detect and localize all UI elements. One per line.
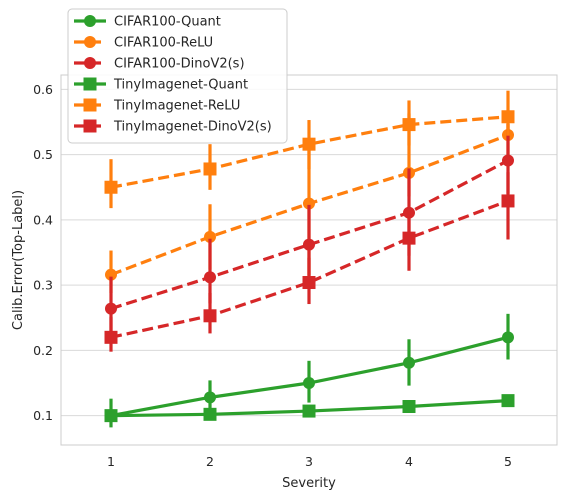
data-point xyxy=(203,407,217,421)
y-tick-label: 0.5 xyxy=(33,147,53,162)
legend-item: TinyImagenet-ReLU xyxy=(74,98,240,114)
y-axis-ticks: 0.1 0.2 0.3 0.4 0.5 0.6 xyxy=(33,82,53,423)
data-point xyxy=(104,180,118,194)
legend: CIFAR100-Quant CIFAR100-ReLU CIFAR100-Dino… xyxy=(67,8,288,144)
legend-marker xyxy=(84,15,96,27)
data-point xyxy=(105,268,117,281)
y-tick-label: 0.6 xyxy=(33,82,53,97)
legend-item: CIFAR100-DinoV2(s) xyxy=(74,57,245,72)
data-point xyxy=(203,162,217,176)
data-point xyxy=(204,391,216,404)
legend-label: TinyImagenet-Quant xyxy=(113,78,248,93)
legend-marker xyxy=(83,119,97,133)
data-point xyxy=(204,271,216,284)
legend-box xyxy=(67,8,288,144)
legend-marker xyxy=(84,57,96,69)
y-tick-label: 0.1 xyxy=(33,408,53,423)
series-line xyxy=(110,199,509,339)
legend-label: CIFAR100-DinoV2(s) xyxy=(114,57,245,72)
data-point xyxy=(105,302,117,315)
data-point xyxy=(303,238,315,251)
x-tick-label: 1 xyxy=(107,454,115,469)
series-layer xyxy=(104,90,515,428)
y-axis-label: Calib.Error(Top-Label) xyxy=(11,190,26,330)
data-point xyxy=(501,394,515,408)
legend-marker xyxy=(83,77,97,91)
y-tick-label: 0.4 xyxy=(33,212,53,227)
x-tick-label: 2 xyxy=(206,454,214,469)
y-tick-label: 0.3 xyxy=(33,278,53,293)
x-axis-ticks: 1 2 3 4 5 xyxy=(107,454,512,469)
data-point xyxy=(104,330,118,344)
data-point xyxy=(302,137,316,151)
data-point xyxy=(502,154,514,167)
data-point xyxy=(203,309,217,323)
data-point xyxy=(402,118,416,132)
data-point xyxy=(402,399,416,413)
data-point xyxy=(402,231,416,245)
series-3 xyxy=(104,394,515,423)
legend-marker xyxy=(84,36,96,48)
data-point xyxy=(302,276,316,290)
legend-label: TinyImagenet-ReLU xyxy=(113,99,240,114)
data-point xyxy=(303,377,315,390)
data-point xyxy=(501,194,515,208)
legend-label: TinyImagenet-DinoV2(s) xyxy=(113,120,272,135)
series-4 xyxy=(104,90,515,209)
data-point xyxy=(302,404,316,418)
x-tick-label: 3 xyxy=(305,454,313,469)
legend-label: CIFAR100-Quant xyxy=(114,15,221,30)
data-point xyxy=(501,110,515,124)
x-tick-label: 4 xyxy=(405,454,413,469)
data-point xyxy=(204,230,216,243)
legend-item: TinyImagenet-Quant xyxy=(74,77,248,93)
x-axis-label: Severity xyxy=(282,476,336,491)
plot-area-frame xyxy=(60,74,558,446)
data-point xyxy=(104,409,118,423)
x-tick-label: 5 xyxy=(504,454,512,469)
legend-label: CIFAR100-ReLU xyxy=(114,36,213,51)
legend-marker xyxy=(83,98,97,112)
data-point xyxy=(502,331,514,344)
legend-item: TinyImagenet-DinoV2(s) xyxy=(74,119,272,135)
y-tick-label: 0.2 xyxy=(33,343,53,358)
legend-item: CIFAR100-ReLU xyxy=(74,36,213,51)
data-point xyxy=(303,197,315,210)
series-5 xyxy=(104,172,515,352)
legend-item: CIFAR100-Quant xyxy=(74,15,221,30)
data-point xyxy=(403,356,415,369)
